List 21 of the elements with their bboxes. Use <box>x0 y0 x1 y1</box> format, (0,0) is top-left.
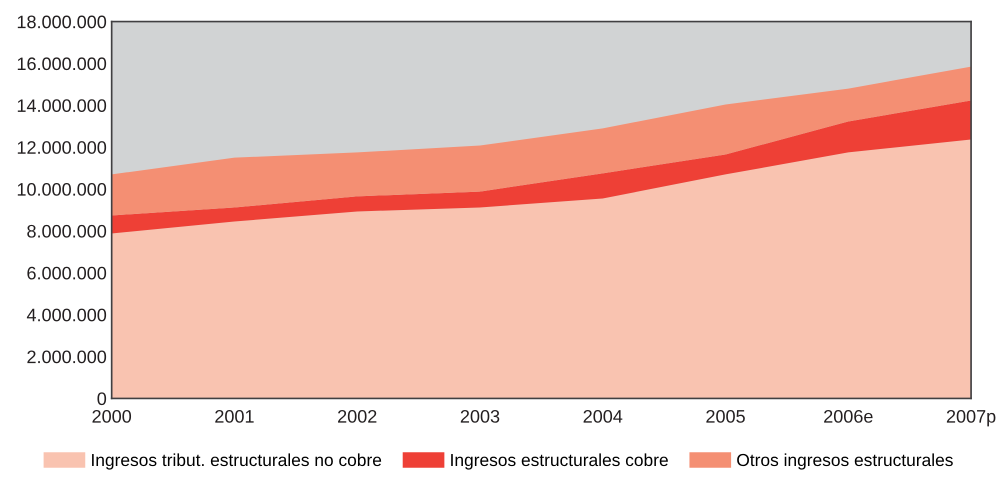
y-tick-label: 10.000.000 <box>18 183 106 196</box>
y-tick-label: 4.000.000 <box>26 308 106 322</box>
x-tick-label: 2002 <box>338 410 376 423</box>
x-tick-label: 2006e <box>824 410 873 423</box>
legend-label: Otros ingresos estructurales <box>737 453 953 470</box>
x-tick-label: 2004 <box>584 410 622 423</box>
x-tick-label: 2001 <box>215 410 254 423</box>
x-tick-label: 2003 <box>460 410 500 423</box>
x-tick-label: 2007p <box>946 410 996 426</box>
legend-label: Ingresos tribut. estructurales no cobre <box>92 453 382 470</box>
y-tick-label: 18.000.000 <box>18 16 106 28</box>
y-tick-label: 12.000.000 <box>18 141 106 154</box>
y-tick-label: 6.000.000 <box>27 266 106 280</box>
y-tick-label: 16.000.000 <box>18 57 106 70</box>
y-tick-label: 8.000.000 <box>27 224 106 238</box>
y-tick-label: 14.000.000 <box>18 99 106 112</box>
y-tick-label: 2.000.000 <box>27 350 106 364</box>
x-tick-label: 2005 <box>706 410 745 423</box>
x-tick-label: 2000 <box>92 410 132 423</box>
y-tick-label: 0 <box>97 392 106 406</box>
legend-label: Ingresos estructurales cobre <box>451 453 668 470</box>
